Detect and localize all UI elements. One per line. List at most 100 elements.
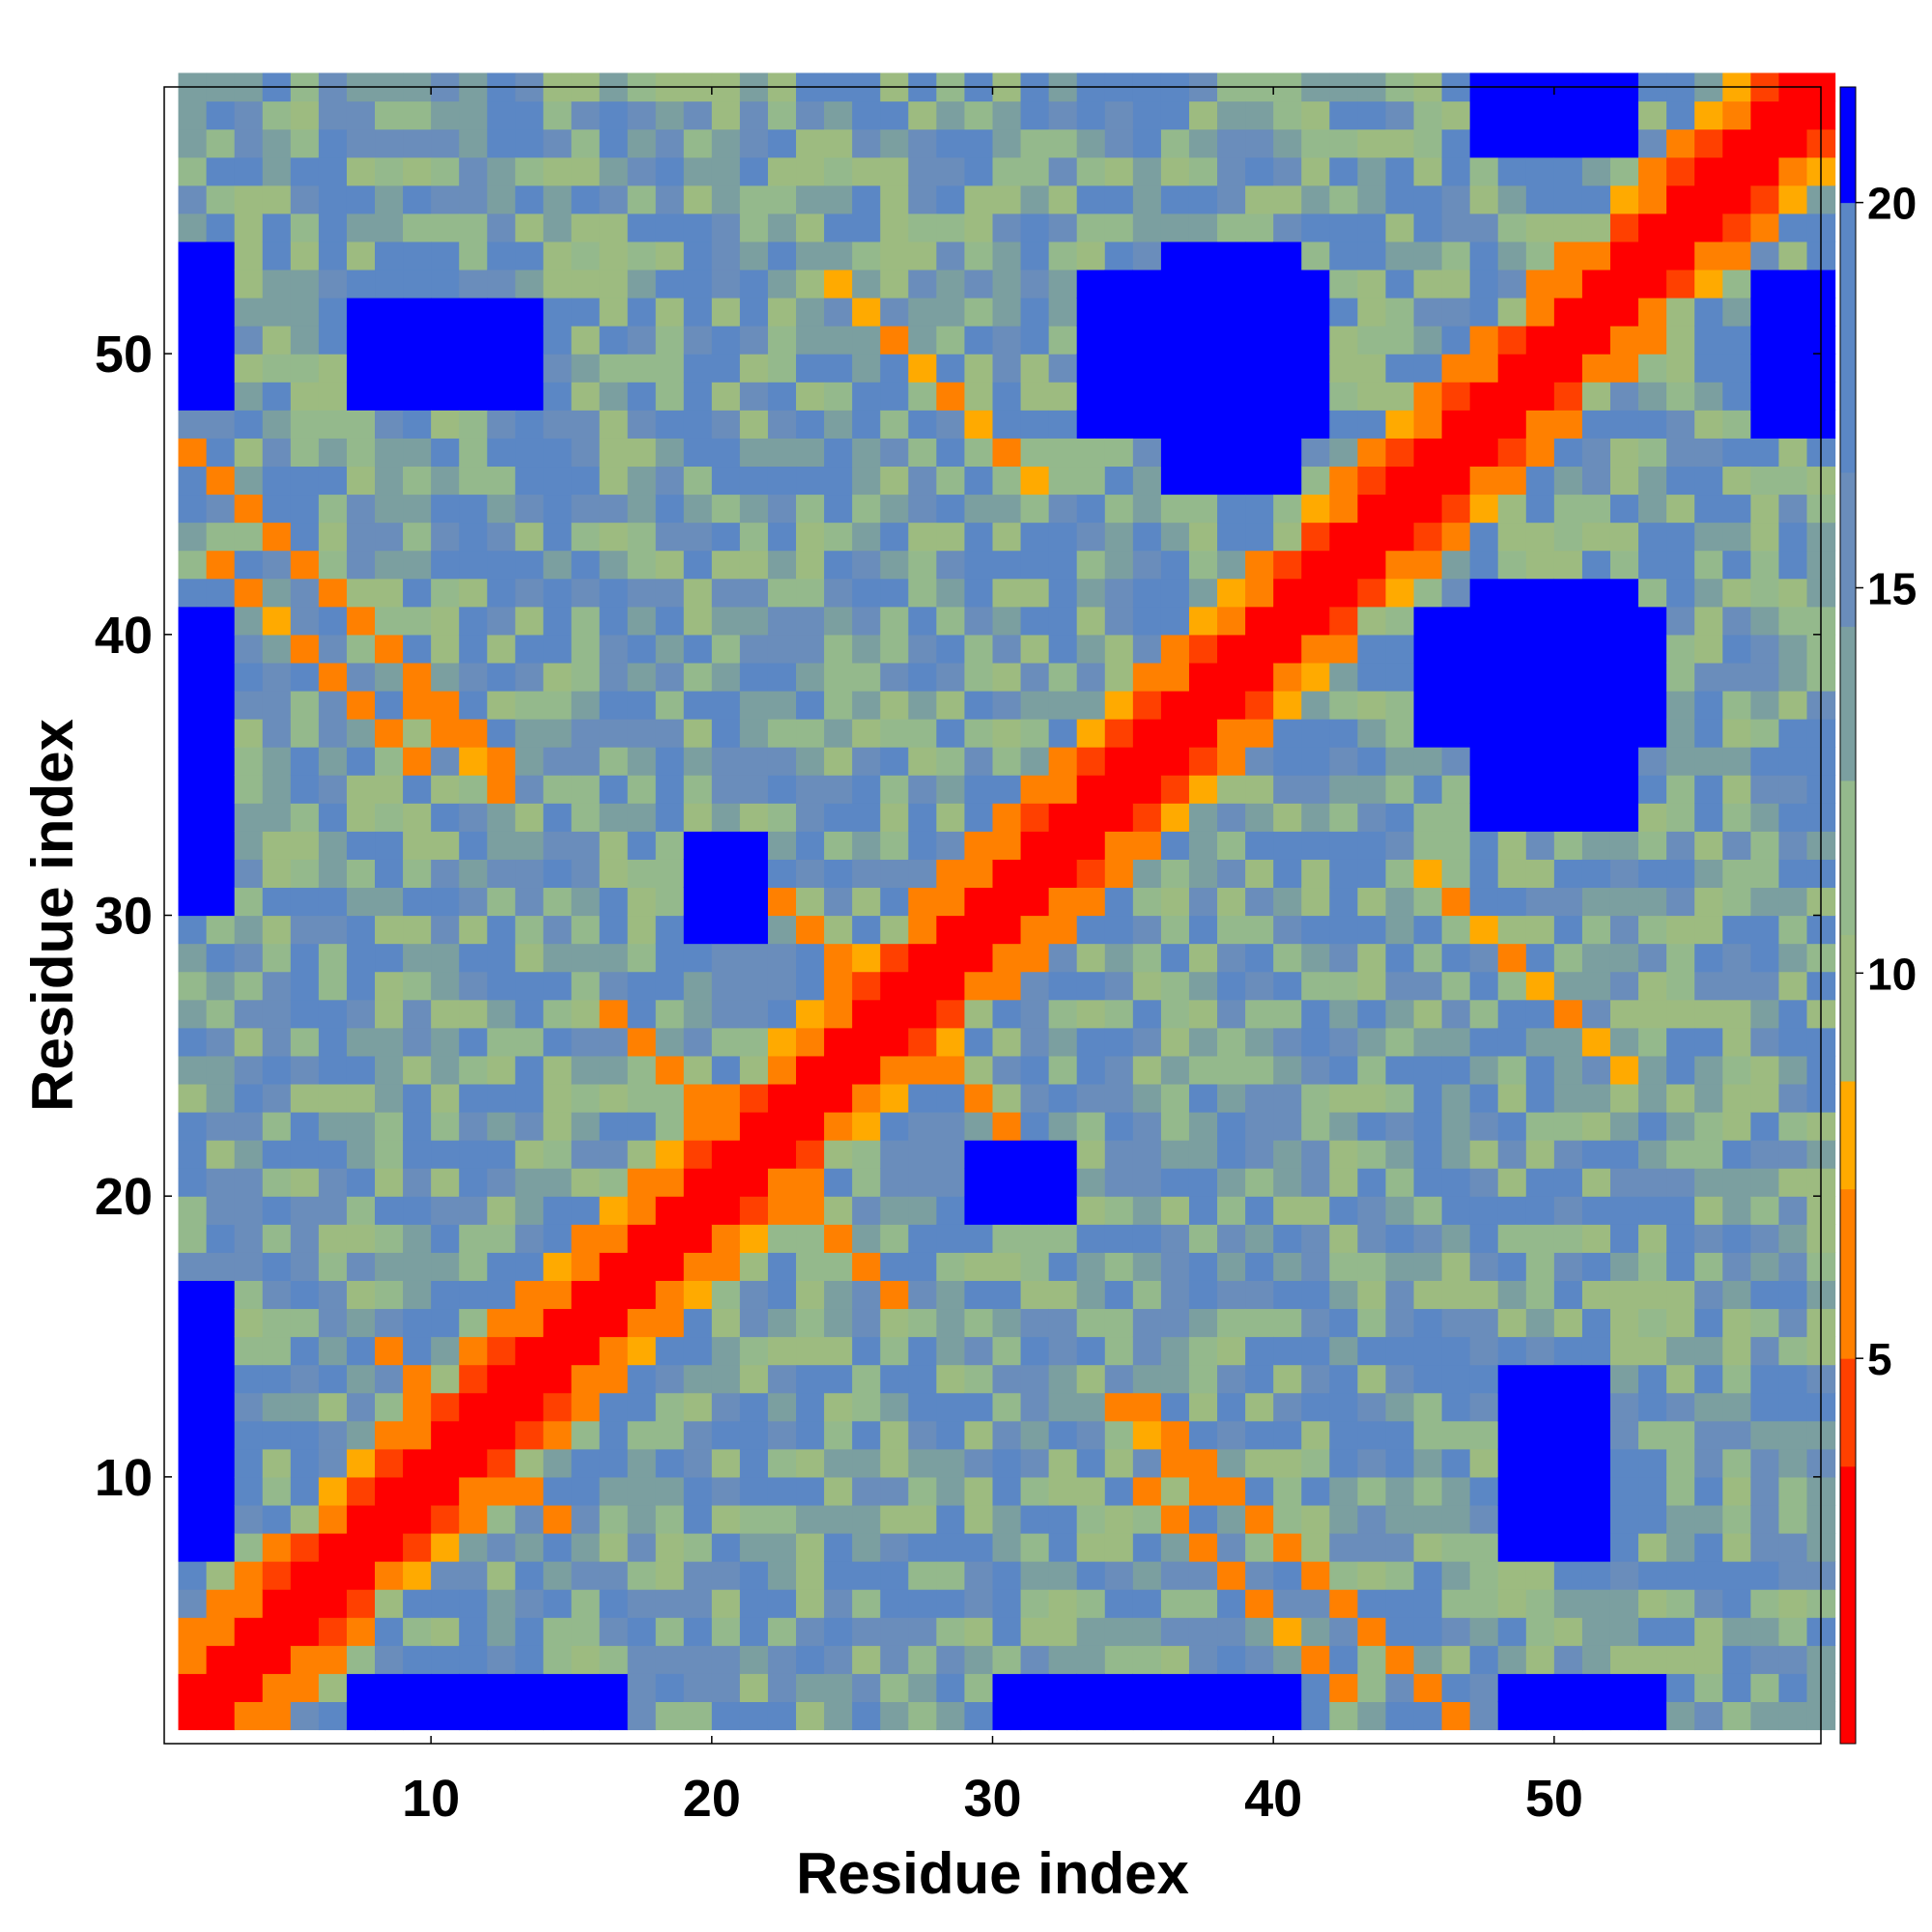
- heatmap-cell: [290, 803, 320, 832]
- heatmap-cell: [880, 887, 909, 917]
- heatmap-cell: [1722, 578, 1751, 608]
- heatmap-cell: [206, 298, 236, 327]
- heatmap-cell: [1778, 1504, 1808, 1534]
- heatmap-cell: [1750, 999, 1779, 1029]
- heatmap-cell: [1104, 1168, 1134, 1197]
- heatmap-cell: [683, 1645, 713, 1674]
- heatmap-cell: [262, 1645, 292, 1674]
- heatmap-cell: [290, 298, 320, 327]
- heatmap-cell: [1638, 1392, 1667, 1422]
- heatmap-cell: [1722, 1448, 1751, 1478]
- heatmap-cell: [571, 1308, 601, 1338]
- heatmap-cell: [1188, 1673, 1218, 1702]
- y-tick-label: 50: [95, 326, 153, 384]
- heatmap-cell: [1357, 213, 1387, 242]
- heatmap-cell: [1638, 128, 1667, 158]
- heatmap-cell: [290, 326, 320, 355]
- heatmap-cell: [1301, 1532, 1330, 1562]
- heatmap-cell: [1469, 269, 1499, 298]
- heatmap-cell: [1778, 1168, 1808, 1197]
- heatmap-cell: [1638, 241, 1667, 270]
- heatmap-cell: [431, 466, 460, 496]
- heatmap-cell: [1132, 887, 1162, 917]
- heatmap-cell: [1441, 354, 1471, 383]
- heatmap-cell: [1413, 1055, 1443, 1085]
- heatmap-cell: [627, 1336, 657, 1366]
- heatmap-cell: [1666, 1589, 1695, 1618]
- heatmap-cell: [796, 1280, 825, 1310]
- heatmap-cell: [1301, 690, 1330, 720]
- x-tick-label: 30: [963, 1770, 1021, 1828]
- heatmap-cell: [1441, 1140, 1471, 1169]
- heatmap-cell: [599, 662, 629, 692]
- heatmap-cell: [767, 662, 797, 692]
- heatmap-cell: [1553, 831, 1583, 860]
- heatmap-cell: [431, 1055, 460, 1085]
- heatmap-cell: [459, 1140, 488, 1169]
- heatmap-cell: [683, 1140, 713, 1169]
- heatmap-cell: [964, 719, 994, 748]
- heatmap-cell: [852, 1617, 881, 1646]
- heatmap-cell: [683, 831, 713, 860]
- heatmap-cell: [178, 1055, 208, 1085]
- heatmap-cell: [964, 831, 994, 860]
- heatmap-cell: [599, 1055, 629, 1085]
- heatmap-cell: [1413, 1420, 1443, 1450]
- heatmap-cell: [1385, 1027, 1415, 1057]
- heatmap-cell: [290, 1476, 320, 1506]
- heatmap-cell: [290, 1645, 320, 1674]
- heatmap-cell: [711, 690, 741, 720]
- heatmap-cell: [403, 1168, 432, 1197]
- heatmap-cell: [1525, 1476, 1555, 1506]
- heatmap-cell: [346, 634, 376, 664]
- heatmap-cell: [1104, 382, 1134, 411]
- heatmap-cell: [711, 269, 741, 298]
- heatmap-cell: [234, 1140, 264, 1169]
- heatmap-cell: [1048, 662, 1078, 692]
- heatmap-cell: [1778, 1111, 1808, 1141]
- heatmap-cell: [1638, 1196, 1667, 1225]
- heatmap-cell: [599, 634, 629, 664]
- heatmap-cell: [992, 494, 1022, 524]
- heatmap-cell: [711, 971, 741, 1001]
- heatmap-cell: [1217, 775, 1246, 804]
- heatmap-cell: [1638, 1055, 1667, 1085]
- heatmap-cell: [1245, 1673, 1274, 1702]
- heatmap-cell: [1666, 1673, 1695, 1702]
- heatmap-cell: [1638, 298, 1667, 327]
- heatmap-cell: [1778, 578, 1808, 608]
- heatmap-cell: [487, 775, 516, 804]
- heatmap-cell: [627, 775, 657, 804]
- heatmap-cell: [1076, 1701, 1106, 1731]
- heatmap-cell: [796, 438, 825, 468]
- heatmap-cell: [262, 1027, 292, 1057]
- heatmap-cell: [1048, 719, 1078, 748]
- heatmap-cell: [796, 1027, 825, 1057]
- heatmap-cell: [290, 606, 320, 636]
- heatmap-cell: [599, 1673, 629, 1702]
- heatmap-cell: [318, 662, 348, 692]
- heatmap-cell: [683, 803, 713, 832]
- heatmap-cell: [1217, 1504, 1246, 1534]
- y-tick-label: 40: [95, 607, 153, 665]
- heatmap-cell: [1694, 578, 1723, 608]
- heatmap-cell: [992, 326, 1022, 355]
- heatmap-cell: [206, 1701, 236, 1731]
- heatmap-cell: [683, 128, 713, 158]
- heatmap-cell: [1581, 747, 1611, 776]
- heatmap-cell: [936, 1589, 966, 1618]
- heatmap-cell: [431, 662, 460, 692]
- heatmap-cell: [1609, 775, 1639, 804]
- heatmap-cell: [1385, 1617, 1415, 1646]
- heatmap-cell: [1441, 1280, 1471, 1310]
- heatmap-cell: [1132, 915, 1162, 945]
- heatmap-cell: [964, 1448, 994, 1478]
- heatmap-cell: [1609, 747, 1639, 776]
- heatmap-cell: [571, 494, 601, 524]
- heatmap-cell: [936, 100, 966, 130]
- heatmap-cell: [1497, 1476, 1527, 1506]
- heatmap-cell: [880, 1617, 909, 1646]
- heatmap-cell: [852, 550, 881, 580]
- heatmap-cell: [1329, 1336, 1358, 1366]
- heatmap-cell: [627, 943, 657, 973]
